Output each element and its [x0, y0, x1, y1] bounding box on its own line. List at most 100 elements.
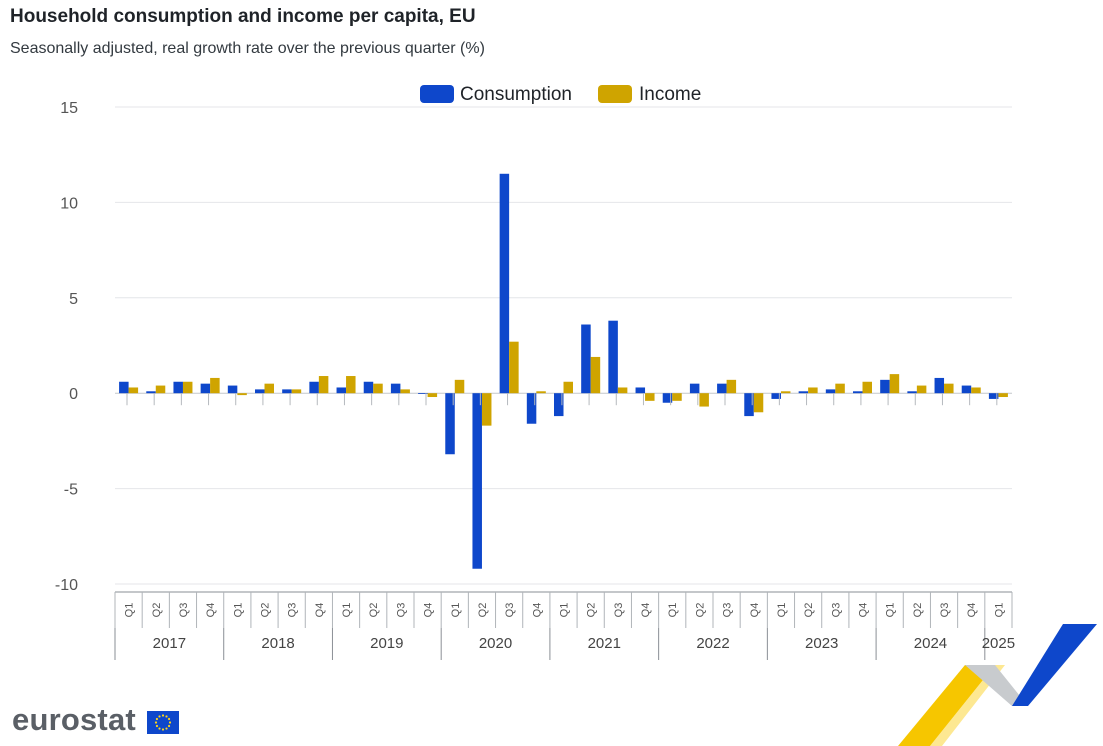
bar-income-20[interactable]	[672, 393, 682, 401]
bar-consumption-5[interactable]	[255, 389, 265, 394]
bar-income-28[interactable]	[889, 374, 900, 394]
bar-consumption-6[interactable]	[282, 389, 292, 394]
x-tick-label: Q2	[260, 603, 272, 618]
flag-star	[155, 724, 159, 728]
bar-consumption-29[interactable]	[907, 391, 917, 394]
bar-consumption-1[interactable]	[146, 391, 156, 394]
bar-income-26[interactable]	[835, 383, 845, 394]
bar-income-22[interactable]	[726, 379, 737, 394]
bar-consumption-14[interactable]	[499, 173, 510, 394]
legend-label-consumption[interactable]: Consumption	[460, 84, 572, 105]
bar-consumption-27[interactable]	[853, 391, 863, 394]
bar-income-6[interactable]	[291, 389, 302, 394]
bar-consumption-20[interactable]	[662, 393, 673, 403]
year-label: 2019	[370, 635, 403, 652]
x-tick-label: Q4	[314, 603, 326, 618]
bar-consumption-23[interactable]	[744, 393, 754, 417]
bar-income-5[interactable]	[264, 383, 275, 394]
bar-income-17[interactable]	[590, 356, 601, 394]
bar-income-14[interactable]	[509, 341, 519, 394]
bar-income-27[interactable]	[862, 381, 873, 394]
bar-income-0[interactable]	[128, 387, 139, 394]
bar-income-32[interactable]	[998, 393, 1008, 398]
year-label: 2023	[805, 635, 838, 652]
bar-income-21[interactable]	[699, 393, 709, 407]
year-label: 2021	[588, 635, 621, 652]
bar-consumption-30[interactable]	[934, 377, 945, 394]
bar-income-3[interactable]	[210, 377, 220, 394]
y-tick-label: 5	[69, 291, 78, 308]
bar-consumption-25[interactable]	[798, 391, 809, 394]
bar-consumption-32[interactable]	[988, 393, 999, 399]
bar-consumption-3[interactable]	[200, 383, 211, 394]
bar-consumption-18[interactable]	[608, 320, 618, 394]
bar-income-9[interactable]	[373, 383, 383, 394]
x-tick-label: Q1	[124, 603, 136, 618]
legend-swatch-income[interactable]	[598, 85, 632, 103]
bar-consumption-13[interactable]	[472, 393, 482, 569]
bar-consumption-28[interactable]	[880, 379, 890, 394]
eurostat-logo-text: eurostat	[12, 702, 136, 737]
bar-consumption-9[interactable]	[363, 381, 374, 394]
bar-consumption-12[interactable]	[445, 393, 455, 455]
x-tick-label: Q3	[722, 603, 734, 618]
flag-star	[158, 715, 161, 718]
x-tick-label: Q2	[694, 603, 706, 618]
flag-star	[165, 715, 168, 718]
bar-income-1[interactable]	[155, 385, 166, 394]
flag-star	[167, 717, 171, 721]
bar-income-7[interactable]	[318, 376, 329, 394]
bar-income-10[interactable]	[400, 389, 410, 394]
chart-subtitle: Seasonally adjusted, real growth rate ov…	[10, 40, 485, 57]
year-label: 2025	[982, 635, 1015, 652]
bar-consumption-8[interactable]	[336, 387, 347, 394]
bar-income-11[interactable]	[427, 393, 438, 398]
bar-income-25[interactable]	[808, 387, 818, 394]
bar-consumption-19[interactable]	[635, 387, 646, 394]
legend-label-income[interactable]: Income	[639, 84, 701, 105]
bar-consumption-11[interactable]	[418, 393, 428, 394]
bar-consumption-21[interactable]	[689, 383, 700, 394]
bar-consumption-16[interactable]	[554, 393, 564, 417]
bar-income-23[interactable]	[753, 393, 764, 413]
bar-income-12[interactable]	[454, 379, 465, 394]
bar-income-8[interactable]	[346, 376, 356, 394]
x-tick-label: Q1	[450, 603, 462, 618]
bar-income-15[interactable]	[536, 391, 546, 394]
x-tick-label: Q1	[232, 603, 244, 618]
bar-income-18[interactable]	[617, 387, 628, 394]
bar-consumption-26[interactable]	[825, 389, 836, 394]
bar-consumption-22[interactable]	[717, 383, 727, 394]
x-tick-label: Q2	[151, 603, 163, 618]
bar-consumption-15[interactable]	[526, 393, 537, 424]
bar-income-16[interactable]	[563, 381, 574, 394]
bar-consumption-31[interactable]	[961, 385, 972, 394]
chart-title: Household consumption and income per cap…	[10, 6, 476, 27]
bar-income-19[interactable]	[645, 393, 655, 401]
eu-flag-icon	[147, 711, 179, 734]
legend-swatch-consumption[interactable]	[420, 85, 454, 103]
bar-consumption-17[interactable]	[581, 324, 591, 394]
x-tick-label: Q3	[939, 603, 951, 618]
bar-income-30[interactable]	[944, 383, 954, 394]
bar-consumption-24[interactable]	[771, 393, 781, 399]
flag-star	[155, 717, 159, 721]
bar-income-2[interactable]	[182, 381, 193, 394]
x-tick-label: Q2	[912, 603, 924, 618]
bar-income-29[interactable]	[916, 385, 927, 394]
bar-consumption-0[interactable]	[119, 381, 129, 394]
bar-consumption-10[interactable]	[390, 383, 401, 394]
x-tick-label: Q4	[966, 603, 978, 618]
y-tick-label: 0	[69, 386, 78, 403]
bar-income-31[interactable]	[971, 387, 981, 394]
bar-income-4[interactable]	[237, 393, 247, 396]
bar-income-24[interactable]	[780, 391, 791, 394]
bar-consumption-4[interactable]	[227, 385, 238, 394]
x-tick-label: Q4	[531, 603, 543, 618]
bar-income-13[interactable]	[481, 393, 492, 426]
x-tick-label: Q4	[205, 603, 217, 618]
bar-consumption-2[interactable]	[173, 381, 183, 394]
x-tick-label: Q4	[749, 603, 761, 618]
bar-consumption-7[interactable]	[309, 381, 319, 394]
